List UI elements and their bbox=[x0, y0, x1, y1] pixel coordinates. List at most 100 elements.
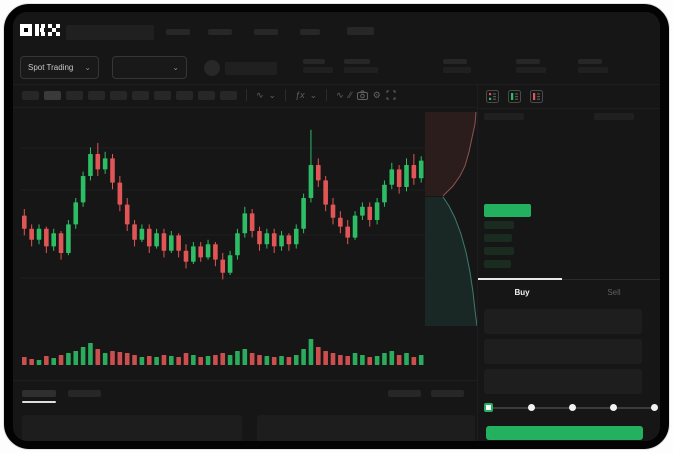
bid-price-bar[interactable] bbox=[484, 247, 514, 255]
ask-size-bar[interactable] bbox=[597, 127, 635, 135]
chevron-down-icon[interactable]: ⌄ bbox=[309, 90, 318, 100]
price-input-placeholder[interactable] bbox=[484, 309, 642, 334]
bid-price-bar[interactable] bbox=[484, 234, 512, 242]
buy-submit-button[interactable] bbox=[486, 426, 643, 440]
bid-price-bar[interactable] bbox=[484, 260, 511, 268]
bottom-tab-active-underline bbox=[22, 401, 56, 403]
ask-price-bar[interactable] bbox=[484, 166, 509, 174]
ask-price-bar[interactable] bbox=[484, 153, 514, 161]
nav-item-placeholder[interactable] bbox=[166, 29, 190, 35]
indicator-fx-icon[interactable]: ƒx bbox=[295, 90, 305, 100]
toolbar-divider bbox=[246, 89, 247, 101]
orderbook-header-divider bbox=[478, 108, 660, 109]
stat-value-placeholder bbox=[344, 67, 378, 73]
orderbook-col-header-placeholder bbox=[484, 113, 524, 120]
slider-stop-50[interactable] bbox=[569, 404, 576, 411]
timeframe-button[interactable] bbox=[220, 90, 237, 100]
bottom-action-placeholder[interactable] bbox=[431, 390, 464, 397]
buy-tab-indicator bbox=[478, 278, 562, 280]
draw-tools-icon[interactable]: ∕∕ bbox=[348, 90, 352, 100]
orderbook-col-header-placeholder bbox=[594, 113, 634, 120]
camera-icon[interactable] bbox=[356, 90, 368, 100]
chevron-down-icon[interactable]: ⌄ bbox=[268, 90, 277, 100]
coin-avatar bbox=[204, 60, 220, 76]
stat-label-placeholder bbox=[578, 59, 602, 64]
timeframe-button[interactable] bbox=[22, 90, 39, 100]
chart-toolbar: ∿ ⌄ ƒx ⌄ ∿ ∕∕ ⚙ bbox=[22, 88, 396, 102]
ask-size-bar[interactable] bbox=[597, 192, 635, 200]
orderbook-size-bar bbox=[597, 205, 635, 213]
timeframe-button-active[interactable] bbox=[44, 90, 61, 100]
tab-buy[interactable]: Buy bbox=[514, 288, 530, 297]
candle-type-icon[interactable]: ∿ bbox=[256, 90, 264, 100]
amount-input-placeholder[interactable] bbox=[484, 339, 642, 364]
bottom-action-placeholder[interactable] bbox=[388, 390, 421, 397]
line-tool-icon[interactable]: ∿ bbox=[336, 90, 344, 100]
ask-size-bar[interactable] bbox=[602, 166, 635, 174]
nav-item-placeholder[interactable] bbox=[347, 27, 374, 35]
toolbar-divider bbox=[326, 89, 328, 101]
pair-name-placeholder bbox=[225, 62, 277, 75]
toolbar-divider-line bbox=[13, 107, 477, 108]
tabs-border bbox=[478, 279, 660, 280]
pair-selector-dropdown[interactable]: ⌄ bbox=[112, 56, 187, 79]
orders-table-placeholder bbox=[257, 415, 475, 441]
chevron-down-icon: ⌄ bbox=[84, 62, 91, 72]
amount-slider[interactable] bbox=[484, 402, 658, 414]
ask-size-bar[interactable] bbox=[600, 140, 635, 148]
ask-price-bar[interactable] bbox=[484, 140, 511, 148]
bottom-section-divider bbox=[13, 380, 477, 381]
timeframe-button[interactable] bbox=[154, 90, 171, 100]
ask-price-bar[interactable] bbox=[484, 127, 514, 135]
stat-label-placeholder bbox=[516, 59, 540, 64]
product-selector-label: Spot Trading bbox=[28, 63, 74, 72]
tab-sell[interactable]: Sell bbox=[607, 288, 621, 297]
bottom-tab-active[interactable] bbox=[22, 390, 56, 397]
nav-item-placeholder[interactable] bbox=[254, 29, 278, 35]
nav-item-placeholder[interactable] bbox=[208, 29, 232, 35]
timeframe-button[interactable] bbox=[110, 90, 127, 100]
stat-value-placeholder bbox=[578, 67, 608, 73]
nav-item-placeholder[interactable] bbox=[300, 29, 320, 35]
order-book-view-toggles bbox=[486, 90, 543, 103]
stat-value-placeholder bbox=[516, 67, 546, 73]
chevron-down-icon: ⌄ bbox=[172, 62, 179, 72]
bottom-tab[interactable] bbox=[68, 390, 101, 397]
okx-logo[interactable] bbox=[20, 24, 61, 37]
ask-size-bar[interactable] bbox=[597, 153, 635, 161]
stat-label-placeholder bbox=[443, 59, 467, 64]
product-selector-dropdown[interactable]: Spot Trading ⌄ bbox=[20, 56, 99, 79]
slider-stop-0[interactable] bbox=[484, 403, 493, 412]
panel-divider bbox=[477, 84, 478, 441]
ask-price-bar[interactable] bbox=[484, 179, 513, 187]
settings-gear-icon[interactable]: ⚙ bbox=[372, 90, 381, 100]
timeframe-button[interactable] bbox=[88, 90, 105, 100]
timeframe-button[interactable] bbox=[198, 90, 215, 100]
slider-stop-75[interactable] bbox=[610, 404, 617, 411]
stat-label-placeholder bbox=[303, 59, 325, 64]
timeframe-button[interactable] bbox=[66, 90, 83, 100]
slider-stop-100[interactable] bbox=[651, 404, 658, 411]
total-input-placeholder[interactable] bbox=[484, 369, 642, 394]
bid-size-bar[interactable] bbox=[597, 260, 635, 268]
fullscreen-icon[interactable] bbox=[386, 90, 396, 100]
toolbar-divider bbox=[285, 89, 287, 101]
orderbook-split-view-icon[interactable] bbox=[486, 90, 499, 103]
orders-table-placeholder bbox=[22, 415, 242, 441]
orderbook-bids-only-icon[interactable] bbox=[508, 90, 521, 103]
orderbook-asks-only-icon[interactable] bbox=[530, 90, 543, 103]
price-chart[interactable] bbox=[20, 108, 478, 373]
ask-price-bar[interactable] bbox=[484, 192, 511, 200]
slider-stop-25[interactable] bbox=[528, 404, 535, 411]
bid-price-bar[interactable] bbox=[484, 221, 514, 229]
ask-size-bar[interactable] bbox=[599, 179, 635, 187]
timeframe-button[interactable] bbox=[176, 90, 193, 100]
stat-value-placeholder bbox=[303, 67, 333, 73]
timeframe-button[interactable] bbox=[132, 90, 149, 100]
stat-label-placeholder bbox=[344, 59, 370, 64]
trading-app-window: Spot Trading ⌄ ⌄ bbox=[13, 12, 660, 441]
header-search-placeholder[interactable] bbox=[66, 25, 154, 40]
orderbook-last-price[interactable] bbox=[484, 204, 531, 217]
bid-size-bar[interactable] bbox=[599, 247, 635, 255]
